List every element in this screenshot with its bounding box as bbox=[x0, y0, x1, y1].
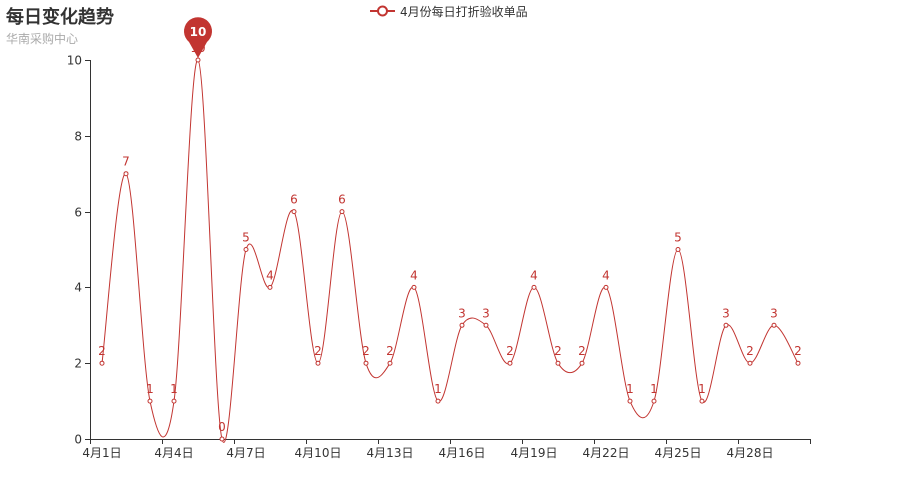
x-tick-label: 4月4日 bbox=[154, 446, 193, 460]
data-point bbox=[795, 360, 801, 366]
data-label: 4 bbox=[266, 268, 274, 282]
data-point bbox=[531, 284, 537, 290]
data-point bbox=[603, 284, 609, 290]
data-label: 3 bbox=[458, 306, 466, 320]
y-tick-label: 6 bbox=[74, 206, 82, 220]
data-point bbox=[387, 360, 393, 366]
data-point bbox=[507, 360, 513, 366]
x-tick-label: 4月25日 bbox=[655, 446, 702, 460]
y-tick-label: 2 bbox=[74, 357, 82, 371]
data-label: 1 bbox=[626, 382, 634, 396]
data-point bbox=[651, 398, 657, 404]
chart-subtitle: 华南采购中心 bbox=[6, 32, 79, 46]
data-point bbox=[243, 247, 249, 252]
data-label: 3 bbox=[770, 306, 778, 320]
x-tick-label: 4月13日 bbox=[367, 446, 414, 460]
data-point bbox=[459, 322, 465, 328]
data-point bbox=[747, 360, 753, 366]
data-point bbox=[675, 247, 681, 252]
data-label: 1 bbox=[146, 382, 154, 396]
data-point bbox=[363, 360, 369, 366]
legend-item[interactable]: 4月份每日打折验收单品 bbox=[370, 2, 528, 20]
max-value-pin bbox=[184, 17, 213, 58]
data-label: 1 bbox=[434, 382, 442, 396]
x-tick-label: 4月28日 bbox=[727, 446, 774, 460]
x-tick-label: 4月10日 bbox=[295, 446, 342, 460]
data-point bbox=[627, 398, 633, 404]
data-label: 2 bbox=[554, 344, 562, 358]
data-point bbox=[723, 322, 729, 328]
y-tick-label: 0 bbox=[74, 433, 82, 447]
legend-label: 4月份每日打折验收单品 bbox=[400, 4, 528, 19]
data-label: 2 bbox=[578, 344, 586, 358]
data-point bbox=[123, 171, 129, 177]
data-label: 2 bbox=[386, 344, 394, 358]
y-tick-label: 4 bbox=[74, 281, 82, 295]
data-label: 5 bbox=[242, 231, 250, 245]
data-label: 6 bbox=[338, 193, 346, 207]
data-point bbox=[555, 360, 561, 366]
data-point bbox=[411, 284, 417, 290]
data-label: 6 bbox=[290, 193, 298, 207]
data-label: 1 bbox=[170, 382, 178, 396]
data-point bbox=[579, 360, 585, 366]
data-label: 7 bbox=[122, 155, 130, 169]
data-label: 1 bbox=[650, 382, 658, 396]
chart-title: 每日变化趋势 bbox=[6, 7, 114, 28]
data-point bbox=[315, 360, 321, 366]
x-tick-label: 4月7日 bbox=[226, 446, 265, 460]
data-label: 2 bbox=[746, 344, 754, 358]
x-tick-label: 4月22日 bbox=[583, 446, 630, 460]
data-point bbox=[219, 436, 225, 442]
max-value-pin-label: 10 bbox=[190, 25, 207, 39]
data-label: 3 bbox=[482, 306, 490, 320]
data-label: 3 bbox=[722, 306, 730, 320]
data-point bbox=[435, 398, 441, 404]
data-label: 2 bbox=[794, 344, 802, 358]
data-point bbox=[291, 209, 297, 215]
data-point bbox=[99, 360, 105, 366]
data-point bbox=[483, 322, 489, 328]
data-label: 4 bbox=[530, 268, 538, 282]
data-label: 2 bbox=[362, 344, 370, 358]
x-tick-label: 4月19日 bbox=[511, 446, 558, 460]
y-tick-label: 10 bbox=[67, 54, 82, 68]
data-point bbox=[267, 284, 273, 290]
data-point bbox=[699, 398, 705, 404]
series-line bbox=[101, 59, 799, 443]
data-point bbox=[195, 57, 201, 63]
data-label: 5 bbox=[674, 231, 682, 245]
data-label: 1 bbox=[698, 382, 706, 396]
x-tick-label: 4月16日 bbox=[439, 446, 486, 460]
data-label: 0 bbox=[218, 420, 226, 434]
data-point bbox=[771, 322, 777, 328]
x-tick-label: 4月1日 bbox=[82, 446, 121, 460]
legend-line-circle-icon bbox=[370, 5, 395, 17]
data-label: 4 bbox=[602, 268, 610, 282]
data-point bbox=[147, 398, 153, 404]
data-point bbox=[171, 398, 177, 404]
data-label: 2 bbox=[314, 344, 322, 358]
data-point bbox=[339, 209, 345, 215]
data-label: 2 bbox=[98, 344, 106, 358]
data-label: 4 bbox=[410, 268, 418, 282]
y-tick-label: 8 bbox=[74, 130, 82, 144]
data-label: 2 bbox=[506, 344, 514, 358]
